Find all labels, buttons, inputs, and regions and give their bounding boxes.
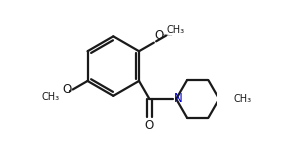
Text: O: O: [145, 119, 154, 132]
Text: CH₃: CH₃: [233, 94, 251, 104]
Text: methoxy: methoxy: [167, 35, 173, 36]
Text: N: N: [174, 92, 183, 105]
Text: methoxy: methoxy: [163, 34, 169, 35]
Text: CH₃: CH₃: [167, 25, 185, 35]
Text: O: O: [154, 29, 164, 42]
Text: O: O: [63, 83, 72, 96]
Text: CH₃: CH₃: [42, 92, 60, 102]
